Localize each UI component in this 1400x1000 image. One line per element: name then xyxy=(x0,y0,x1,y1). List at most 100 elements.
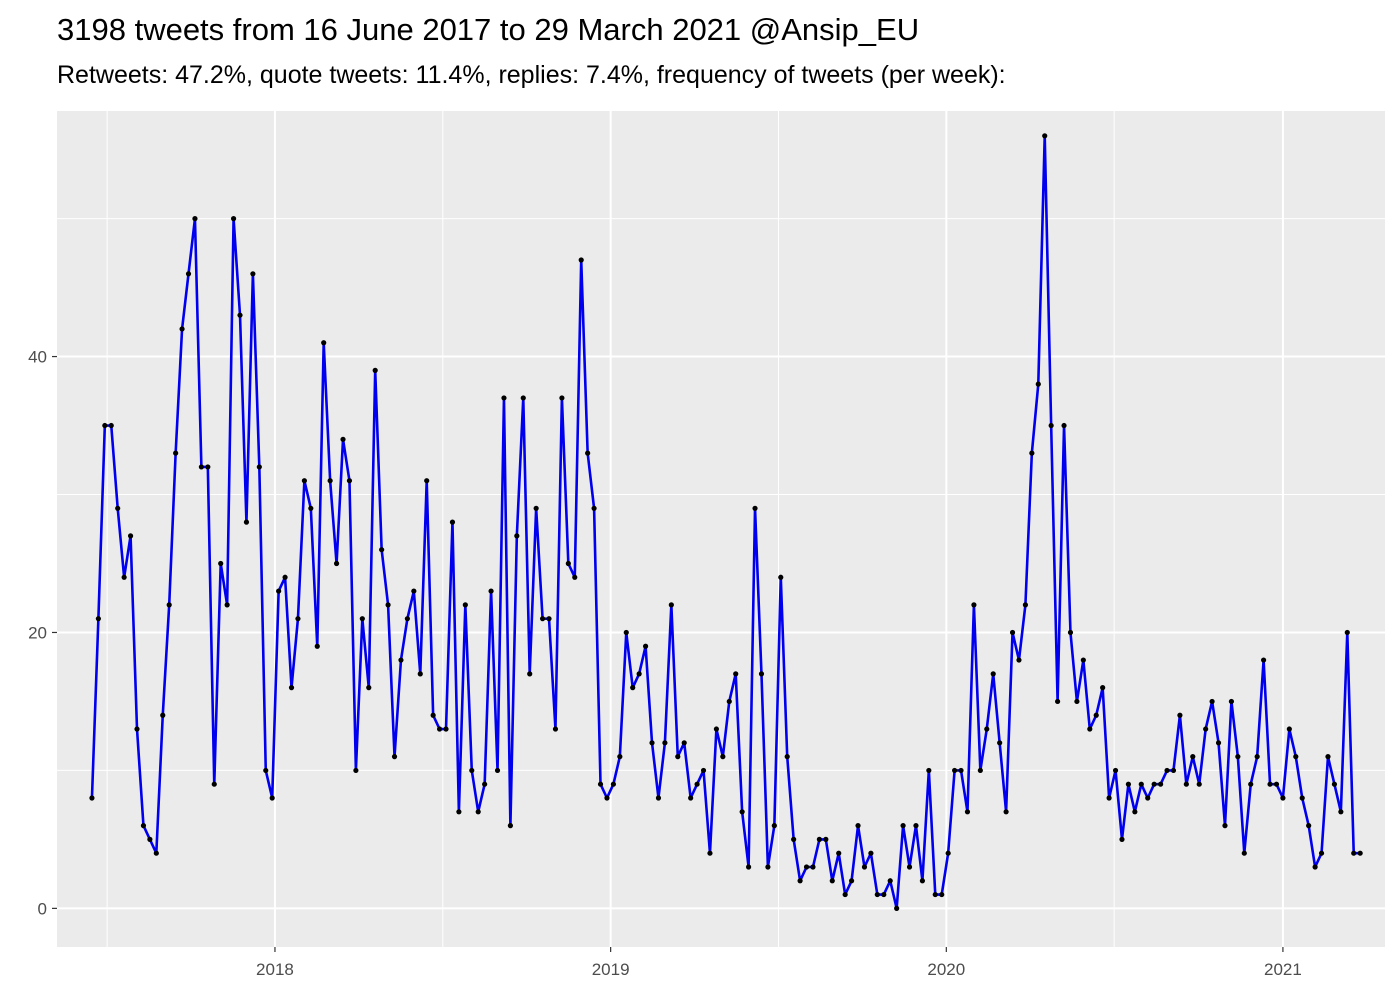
data-point xyxy=(1325,754,1331,760)
plot-panel xyxy=(57,111,1385,947)
data-point xyxy=(739,809,745,815)
data-point xyxy=(688,795,694,801)
data-point xyxy=(1132,809,1138,815)
data-point xyxy=(861,864,868,870)
y-tick-label: 40 xyxy=(28,348,47,367)
data-point xyxy=(263,767,269,774)
data-point xyxy=(630,685,636,691)
data-point xyxy=(906,864,913,870)
data-point xyxy=(443,726,449,732)
data-point xyxy=(842,891,848,898)
data-point xyxy=(958,767,964,774)
data-point xyxy=(153,850,159,856)
data-point xyxy=(1299,795,1305,801)
data-point xyxy=(539,616,546,622)
data-point xyxy=(1170,767,1177,774)
data-point xyxy=(1138,781,1144,787)
data-point xyxy=(1164,767,1170,774)
data-point xyxy=(1158,781,1164,787)
data-point xyxy=(121,574,127,580)
data-point xyxy=(1344,629,1350,636)
data-point xyxy=(894,905,900,911)
data-point xyxy=(192,216,198,222)
y-tick-label: 20 xyxy=(28,623,47,642)
data-point xyxy=(179,326,185,332)
data-point xyxy=(308,505,314,511)
data-point xyxy=(1048,422,1054,429)
data-point xyxy=(147,836,153,843)
data-point xyxy=(636,671,642,677)
data-point xyxy=(1029,450,1035,456)
data-point xyxy=(855,823,861,829)
axis-ticks xyxy=(52,355,1284,952)
data-point xyxy=(456,809,462,815)
data-point xyxy=(1215,740,1222,746)
data-point xyxy=(1196,781,1202,787)
data-point xyxy=(874,891,880,898)
data-point xyxy=(398,657,404,663)
data-point xyxy=(546,616,552,622)
data-point xyxy=(1080,657,1086,663)
data-point xyxy=(160,712,166,718)
data-point xyxy=(649,740,655,746)
data-point xyxy=(1003,809,1009,815)
data-point xyxy=(218,560,224,567)
data-point xyxy=(404,616,410,622)
data-point xyxy=(1087,726,1093,732)
data-point xyxy=(926,767,932,774)
data-point xyxy=(449,519,456,525)
tick-labels: 0 20 40 2018 2019 2020 2021 xyxy=(28,348,1302,979)
data-point xyxy=(140,823,147,829)
data-point xyxy=(733,671,739,677)
data-point xyxy=(932,891,938,898)
data-point xyxy=(1190,754,1196,760)
data-point xyxy=(881,891,887,898)
data-point xyxy=(185,271,192,277)
data-point xyxy=(501,395,507,401)
data-point xyxy=(205,464,211,470)
data-point xyxy=(945,850,951,856)
data-point xyxy=(816,836,823,843)
data-point xyxy=(102,422,108,429)
data-point xyxy=(1067,629,1074,636)
data-point xyxy=(552,726,559,732)
data-point xyxy=(282,574,288,580)
data-point xyxy=(803,864,810,870)
data-point xyxy=(1016,657,1022,663)
x-tick-label: 2019 xyxy=(592,960,630,979)
data-point xyxy=(1100,685,1106,691)
data-point xyxy=(1267,781,1273,787)
data-point xyxy=(1177,712,1183,718)
data-point xyxy=(321,340,327,346)
data-point xyxy=(1261,657,1267,663)
data-point xyxy=(436,726,443,732)
data-point xyxy=(623,629,629,636)
data-point xyxy=(997,740,1003,746)
data-point xyxy=(1241,850,1247,856)
data-point xyxy=(913,823,919,829)
data-point xyxy=(1280,795,1286,801)
data-point xyxy=(1042,133,1048,139)
data-point xyxy=(1228,698,1235,705)
data-point xyxy=(1035,381,1041,387)
data-point xyxy=(1248,781,1254,787)
data-point xyxy=(1106,795,1112,801)
data-point xyxy=(1125,781,1132,787)
chart-title: 3198 tweets from 16 June 2017 to 29 Marc… xyxy=(57,12,920,47)
data-point xyxy=(1338,809,1344,815)
data-point xyxy=(952,767,958,774)
data-point xyxy=(475,809,481,815)
data-point xyxy=(527,671,533,677)
data-point xyxy=(565,560,571,567)
data-point xyxy=(726,698,732,705)
data-point xyxy=(1273,781,1280,787)
data-point xyxy=(559,395,565,401)
data-point xyxy=(1306,823,1312,829)
data-point xyxy=(765,864,771,870)
data-point xyxy=(89,795,95,801)
data-point xyxy=(488,588,494,594)
data-point xyxy=(797,878,803,884)
data-point xyxy=(301,478,307,484)
data-point xyxy=(276,588,282,594)
data-point xyxy=(919,878,926,884)
